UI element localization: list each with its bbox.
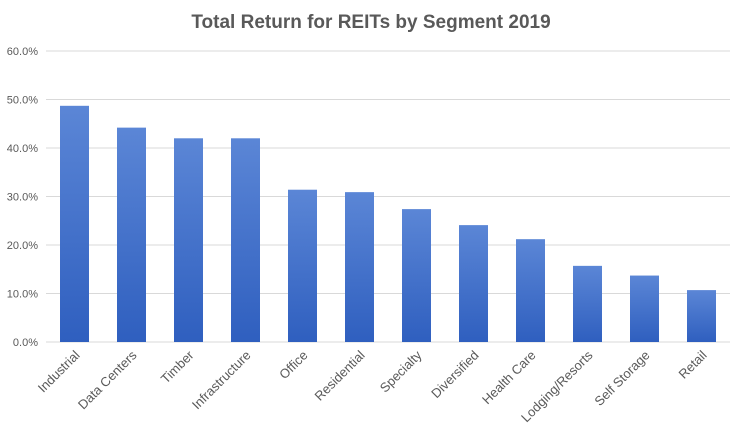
bar-industrial bbox=[60, 105, 89, 343]
bar-office bbox=[288, 189, 317, 342]
bar-timber bbox=[174, 138, 203, 342]
bar-specialty bbox=[402, 209, 431, 342]
y-tick-label: 10.0% bbox=[7, 289, 38, 301]
bar-infrastructure bbox=[231, 138, 260, 342]
x-category-label: Self Storage bbox=[591, 348, 652, 409]
bar-diversified bbox=[459, 225, 488, 342]
chart-title: Total Return for REITs by Segment 2019 bbox=[191, 12, 550, 33]
bar-data-centers bbox=[117, 127, 146, 342]
bar-lodging-resorts bbox=[573, 265, 602, 342]
x-category-label: Data Centers bbox=[75, 347, 140, 412]
y-tick-label: 50.0% bbox=[7, 95, 38, 107]
x-category-label: Timber bbox=[158, 347, 197, 386]
bar-health-care bbox=[516, 239, 545, 342]
bar-residential bbox=[345, 192, 374, 342]
y-tick-label: 60.0% bbox=[7, 46, 38, 58]
y-tick-label: 0.0% bbox=[13, 337, 38, 349]
x-category-label: Retail bbox=[676, 347, 710, 381]
x-category-label: Office bbox=[276, 348, 310, 382]
bar-retail bbox=[687, 290, 716, 342]
x-category-label: Diversified bbox=[428, 348, 482, 402]
x-category-label: Infrastructure bbox=[189, 348, 254, 413]
y-axis-tick-labels: 0.0% 10.0% 20.0% 30.0% 40.0% 50.0% 60.0% bbox=[7, 46, 38, 349]
bars bbox=[60, 105, 716, 343]
bar-self-storage bbox=[630, 275, 659, 342]
x-category-label: Health Care bbox=[479, 348, 539, 408]
x-category-label: Industrial bbox=[35, 347, 83, 395]
y-tick-label: 30.0% bbox=[7, 192, 38, 204]
y-tick-label: 40.0% bbox=[7, 143, 38, 155]
gridlines bbox=[46, 50, 730, 343]
x-category-label: Specialty bbox=[377, 347, 425, 395]
y-tick-label: 20.0% bbox=[7, 240, 38, 252]
x-category-label: Residential bbox=[312, 347, 368, 403]
